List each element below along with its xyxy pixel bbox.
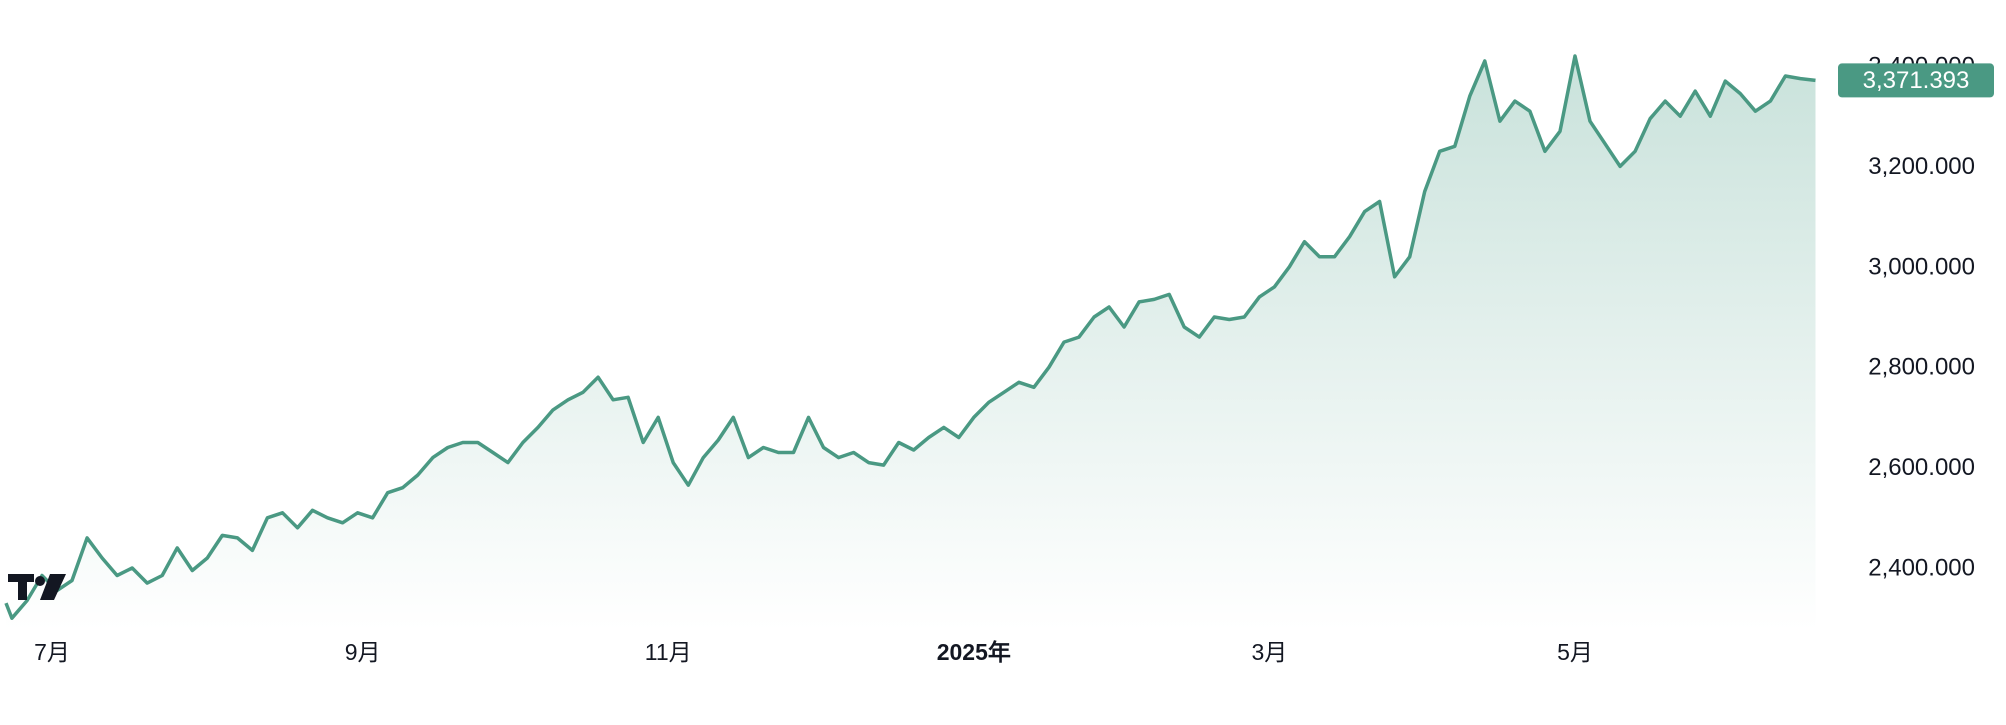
last-price-value: 3,371.393 [1863, 67, 1970, 94]
x-tick-label: 7月 [34, 639, 70, 665]
x-tick-label: 9月 [345, 639, 381, 665]
x-tick-label: 5月 [1557, 639, 1593, 665]
last-price-tag: 3,371.393 [1838, 63, 1994, 98]
y-tick-label: 2,800.000 [1868, 354, 1975, 381]
x-tick-label: 11月 [645, 639, 692, 665]
last-price-tag-bg [1838, 63, 1994, 98]
x-axis: 7月 9月 11月 2025年 3月 5月 [34, 639, 1593, 665]
logo-slash [40, 574, 66, 600]
x-tick-label: 2025年 [937, 639, 1011, 665]
y-tick-label: 2,600.000 [1868, 454, 1975, 481]
tradingview-logo-icon[interactable] [8, 574, 66, 600]
price-area-fill [6, 56, 1816, 630]
y-tick-label: 3,000.000 [1868, 253, 1975, 280]
x-tick-label: 3月 [1251, 639, 1287, 665]
y-tick-label: 2,400.000 [1868, 555, 1975, 582]
logo-dot [35, 576, 45, 586]
logo-bar-stem [18, 574, 27, 600]
y-tick-label: 3,200.000 [1868, 153, 1975, 180]
price-line-series[interactable] [4, 54, 1816, 620]
y-axis: 2,400.000 2,600.000 2,800.000 3,000.000 3,20… [1868, 53, 1975, 582]
plot-area [4, 54, 1816, 630]
